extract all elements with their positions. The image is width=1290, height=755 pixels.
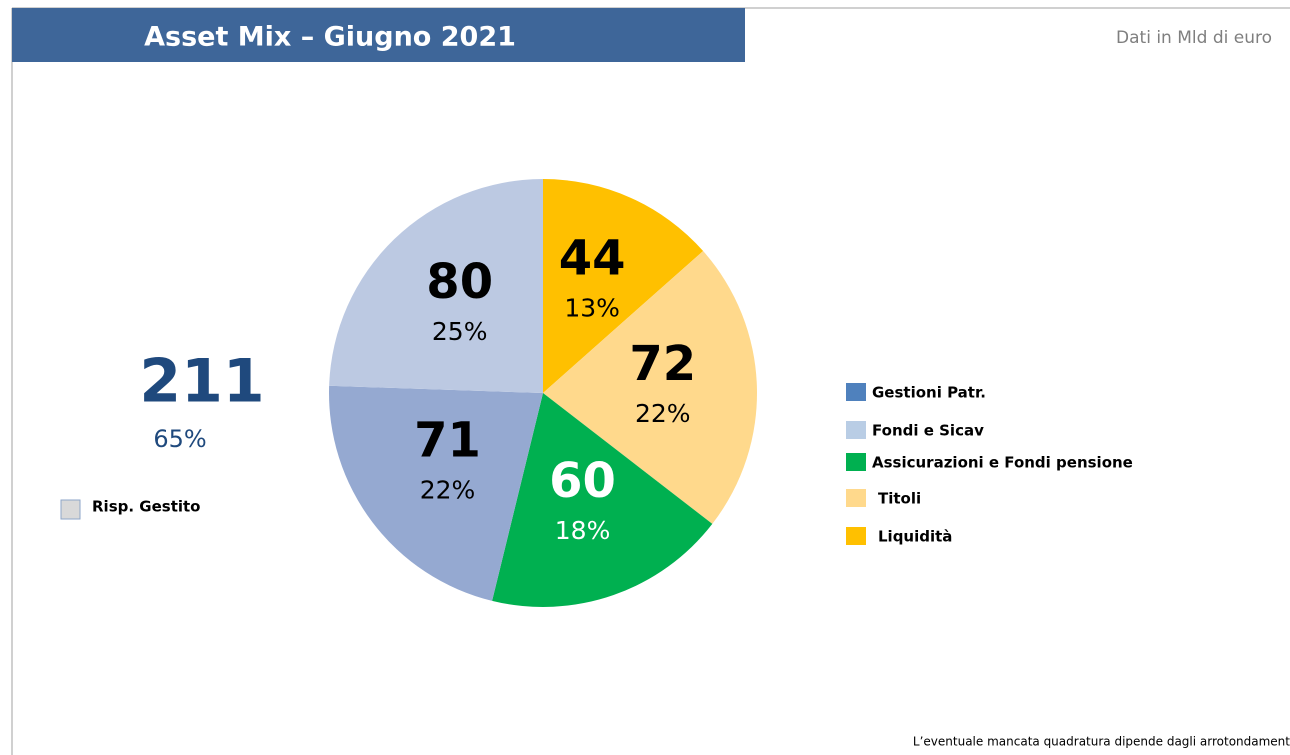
percent-value: 13 xyxy=(564,294,596,323)
title-bar xyxy=(12,8,745,62)
slice-percent-label: 25% xyxy=(432,317,488,346)
legend-swatch xyxy=(846,383,866,401)
slice-value-label: 80 xyxy=(426,254,493,310)
total-label: Risp. Gestito xyxy=(92,498,200,516)
legend-label: Liquidità xyxy=(878,528,952,546)
footnote: L’eventuale mancata quadratura dipende d… xyxy=(913,735,1290,749)
percent-sign: % xyxy=(464,317,488,346)
total-percent: 65% xyxy=(153,425,206,453)
pie-slice xyxy=(329,179,543,393)
legend-swatch xyxy=(846,421,866,439)
percent-value: 65 xyxy=(153,425,184,453)
unit-note: Dati in Mld di euro xyxy=(1116,28,1272,48)
legend-label: Assicurazioni e Fondi pensione xyxy=(872,454,1133,472)
pie-slice xyxy=(543,179,704,393)
slice-value-label: 71 xyxy=(414,412,481,468)
legend-label: Titoli xyxy=(878,490,921,508)
pie-slice xyxy=(492,393,713,607)
percent-value: 25 xyxy=(432,317,464,346)
percent-value: 22 xyxy=(635,399,667,428)
legend-label: Fondi e Sicav xyxy=(872,422,984,440)
slice-value-label: 60 xyxy=(549,453,616,509)
percent-value: 22 xyxy=(420,475,452,504)
pie-slice xyxy=(329,385,543,601)
chart-title: Asset Mix – Giugno 2021 xyxy=(144,22,516,53)
total-swatch xyxy=(60,499,81,520)
percent-sign: % xyxy=(587,516,611,545)
slice-value-label: 44 xyxy=(559,231,626,287)
percent-value: 18 xyxy=(555,516,587,545)
slice-percent-label: 18% xyxy=(555,516,611,545)
legend-label: Gestioni Patr. xyxy=(872,384,986,402)
slice-value-label: 72 xyxy=(629,336,696,392)
slice-percent-label: 22% xyxy=(635,399,691,428)
percent-sign: % xyxy=(596,294,620,323)
total-value: 211 xyxy=(139,347,264,417)
legend-swatch xyxy=(846,489,866,507)
slice-percent-label: 22% xyxy=(420,475,476,504)
percent-sign: % xyxy=(184,425,207,453)
percent-sign: % xyxy=(452,475,476,504)
percent-sign: % xyxy=(667,399,691,428)
legend-swatch xyxy=(846,527,866,545)
legend-swatch xyxy=(846,453,866,471)
pie-slice xyxy=(543,251,757,524)
slice-percent-label: 13% xyxy=(564,294,620,323)
